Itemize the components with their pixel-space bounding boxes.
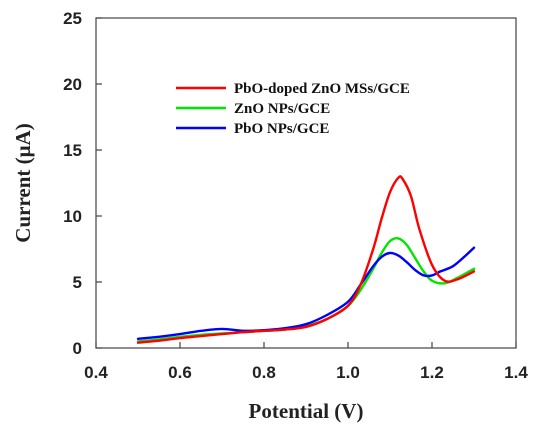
legend: PbO-doped ZnO MSs/GCE ZnO NPs/GCE PbO NPs/… <box>176 81 410 137</box>
series-layer <box>136 175 476 344</box>
y-axis-ticks: 0 5 10 15 20 25 <box>63 9 102 358</box>
x-tick-label: 1.2 <box>420 363 444 382</box>
y-tick-label: 20 <box>63 75 82 94</box>
y-tick-label: 0 <box>73 339 82 358</box>
x-axis-title: Potential (V) <box>249 399 364 423</box>
series-line-3 <box>136 246 476 340</box>
y-tick-label: 5 <box>73 273 82 292</box>
x-tick-label: 0.8 <box>252 363 276 382</box>
legend-label: PbO NPs/GCE <box>234 121 329 137</box>
plot-frame <box>95 17 517 349</box>
legend-label: ZnO NPs/GCE <box>234 101 330 117</box>
x-tick-label: 1.4 <box>504 363 528 382</box>
plot-area <box>95 17 517 349</box>
legend-label: PbO-doped ZnO MSs/GCE <box>234 81 410 97</box>
y-tick-label: 15 <box>63 141 82 160</box>
y-tick-label: 25 <box>63 9 82 28</box>
x-tick-label: 0.4 <box>84 363 108 382</box>
x-tick-label: 1.0 <box>336 363 360 382</box>
x-axis-ticks: 0.4 0.6 0.8 1.0 1.2 1.4 <box>84 342 528 382</box>
series-line-1 <box>136 175 476 344</box>
y-axis-title: Current (μA) <box>11 123 35 242</box>
x-tick-label: 0.6 <box>168 363 192 382</box>
y-tick-label: 10 <box>63 207 82 226</box>
